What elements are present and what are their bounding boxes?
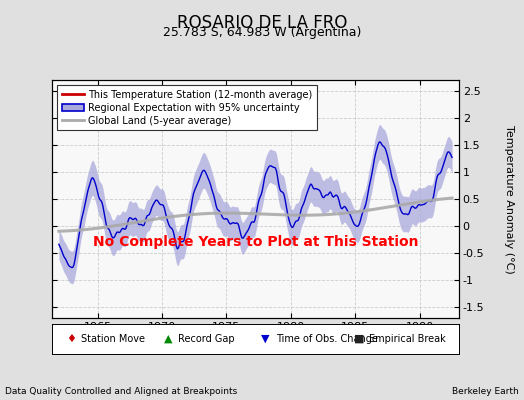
Legend: This Temperature Station (12-month average), Regional Expectation with 95% uncer: This Temperature Station (12-month avera…: [57, 85, 318, 130]
Text: ■: ■: [354, 334, 364, 344]
Text: No Complete Years to Plot at This Station: No Complete Years to Plot at This Statio…: [93, 235, 418, 249]
Text: ▼: ▼: [261, 334, 270, 344]
Text: ROSARIO DE LA FRO: ROSARIO DE LA FRO: [177, 14, 347, 32]
Text: Time of Obs. Change: Time of Obs. Change: [276, 334, 378, 344]
Text: ▲: ▲: [164, 334, 172, 344]
Text: 25.783 S, 64.983 W (Argentina): 25.783 S, 64.983 W (Argentina): [163, 26, 361, 39]
Text: Station Move: Station Move: [81, 334, 145, 344]
Text: Data Quality Controlled and Aligned at Breakpoints: Data Quality Controlled and Aligned at B…: [5, 387, 237, 396]
Text: ♦: ♦: [66, 334, 75, 344]
Y-axis label: Temperature Anomaly (°C): Temperature Anomaly (°C): [504, 125, 514, 273]
Text: Record Gap: Record Gap: [178, 334, 235, 344]
Text: Empirical Break: Empirical Break: [369, 334, 446, 344]
Text: Berkeley Earth: Berkeley Earth: [452, 387, 519, 396]
